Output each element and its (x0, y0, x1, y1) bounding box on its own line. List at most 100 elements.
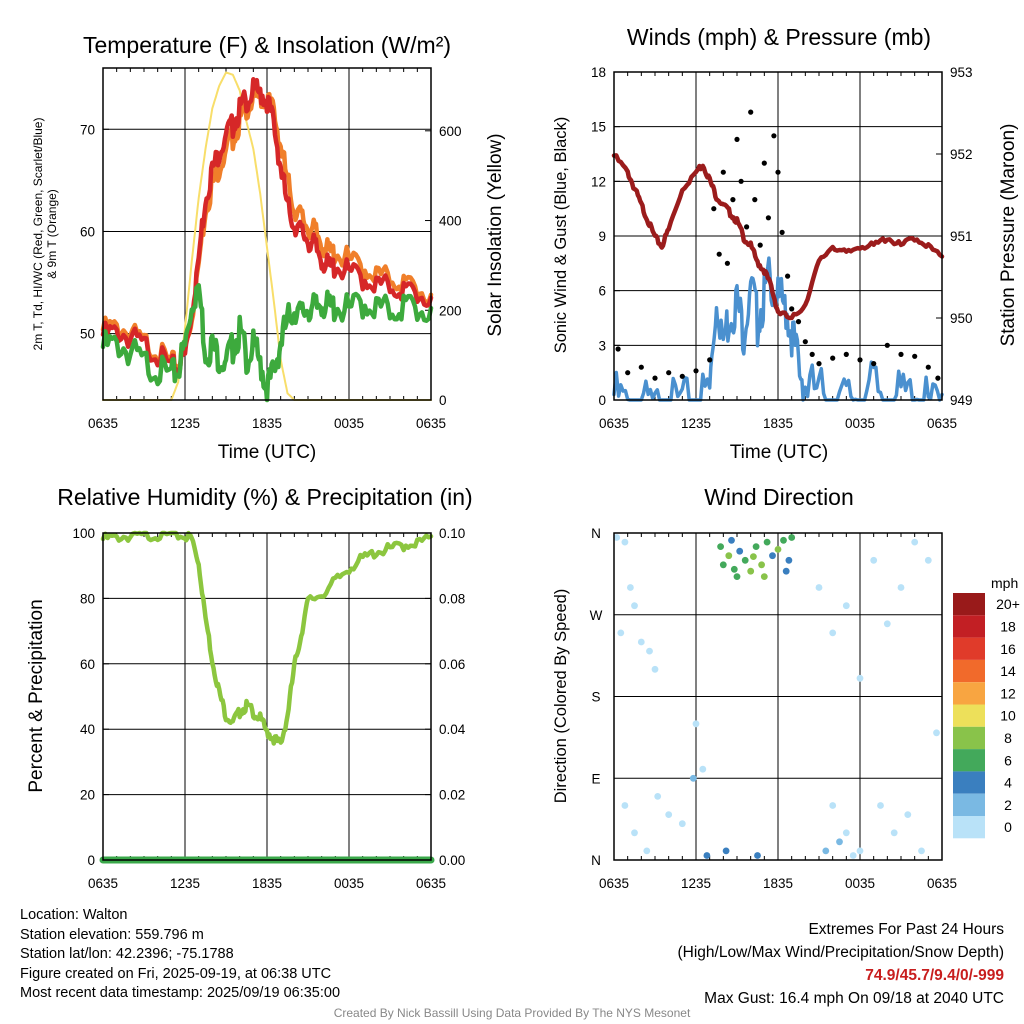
gust-point (898, 351, 904, 357)
humidity-x-tick-label: 1835 (252, 876, 282, 891)
gust-point (771, 133, 777, 139)
direction-point (785, 556, 793, 564)
humidity-y-tick-label: 80 (80, 591, 95, 606)
direction-point (617, 629, 625, 637)
winds-y-tick-label: 3 (598, 338, 606, 353)
direction-point (703, 852, 711, 859)
humidity-x-tick-label: 0635 (416, 876, 446, 891)
winds-xlabel: Time (UTC) (730, 442, 829, 463)
figure-created: Figure created on Fri, 2025-09-19, at 06… (20, 965, 332, 982)
direction-y-tick-label: E (591, 771, 600, 786)
precip-y-tick-label: 0.10 (439, 526, 465, 541)
colorbar-label: 16 (1000, 641, 1016, 657)
colorbar-label: 14 (1000, 663, 1016, 679)
humidity-border (102, 532, 432, 861)
direction-point (747, 567, 755, 575)
colorbar-swatch (953, 637, 985, 660)
insolation-y-tick-label: 400 (439, 214, 462, 229)
direction-point (815, 584, 823, 591)
gust-point (775, 169, 781, 175)
direction-point (870, 556, 878, 564)
direction-panel: Wind Direction 0635 1235 1835 0035 0635 N E S W N… (552, 484, 1020, 891)
gust-point (757, 242, 763, 248)
precip-y-tick-label: 0.06 (439, 657, 465, 672)
winds-panel: Winds (mph) & Pressure (mb) 0635 1235 1835… (552, 24, 1019, 463)
direction-point (736, 547, 744, 555)
gust-point (765, 215, 772, 221)
direction-title: Wind Direction (704, 484, 854, 510)
gust-point (935, 375, 941, 381)
temp-x-tick-label: 0035 (334, 416, 364, 431)
temperature-ylabel-line2: & 9m T (Orange) (45, 189, 59, 279)
winds-plot-area: 0635 1235 1835 0035 0635 0 3 6 9 12 15 18 949 950 951 9… (591, 65, 973, 431)
direction-point (733, 573, 741, 580)
direction-point (699, 765, 707, 773)
direction-point (763, 538, 771, 546)
colorbar-swatch (953, 749, 985, 772)
colorbar-swatch (953, 682, 985, 705)
direction-point (856, 674, 864, 682)
precip-y-tick-label: 0.08 (439, 591, 465, 606)
direction-point (643, 847, 651, 855)
gust-point (711, 206, 717, 212)
temp-y-tick-label: 60 (80, 224, 95, 239)
winds-ylabel: Sonic Wind & Gust (Blue, Black) (552, 117, 570, 354)
direction-point (651, 665, 659, 673)
winds-y-tick-label: 0 (598, 393, 606, 408)
gust-point (802, 339, 808, 345)
colorbar: 20+ 18 16 14 12 10 8 6 4 2 0 (953, 593, 1020, 839)
dewpoint-line (100, 283, 434, 403)
insolation-y-tick-label: 600 (439, 124, 462, 139)
direction-point (637, 638, 645, 646)
direction-point (730, 565, 738, 573)
winds-title: Winds (mph) & Pressure (mb) (627, 24, 931, 50)
pressure-ylabel: Station Pressure (Maroon) (998, 124, 1019, 347)
colorbar-label: 4 (1004, 775, 1012, 791)
direction-point (692, 720, 700, 728)
humidity-x-tick-label: 1235 (170, 876, 200, 891)
direction-point (836, 838, 843, 846)
temperature-panel: Temperature (F) & Insolation (W/m²) 0635… (31, 32, 506, 463)
gust-point (795, 319, 802, 325)
pressure-y-tick-label: 953 (950, 65, 973, 80)
winds-y-tick-label: 15 (591, 120, 606, 135)
direction-point (911, 538, 919, 546)
pressure-y-tick-label: 952 (950, 147, 973, 162)
direction-point (741, 556, 749, 564)
temp-y-tick-label: 70 (80, 122, 95, 137)
direction-point (856, 847, 864, 855)
direction-point (904, 811, 912, 818)
colorbar-swatch (953, 771, 985, 794)
insolation-y-tick-label: 0 (439, 393, 447, 408)
direction-point (849, 852, 857, 859)
direction-point (621, 538, 629, 546)
direction-point (689, 774, 697, 782)
direction-y-tick-label: N (591, 526, 601, 541)
direction-point (829, 802, 837, 809)
max-gust: Max Gust: 16.4 mph On 09/18 at 2040 UTC (704, 990, 1004, 1007)
temp-x-tick-label: 0635 (88, 416, 118, 431)
direction-point (678, 820, 686, 828)
colorbar-swatch (953, 704, 985, 727)
extremes-values: 74.9/45.7/9.4/0/-999 (865, 967, 1004, 984)
direction-y-tick-label: N (591, 853, 601, 868)
humidity-y-tick-label: 20 (80, 788, 95, 803)
gust-point (912, 353, 918, 359)
gust-point (761, 160, 767, 166)
winds-y-tick-label: 9 (598, 229, 606, 244)
colorbar-swatch (953, 659, 985, 683)
temp-border (102, 67, 432, 401)
extremes-legend: (High/Low/Max Wind/Precipitation/Snow De… (677, 944, 1005, 961)
gust-point (871, 361, 877, 367)
direction-x-tick-label: 1235 (681, 876, 711, 891)
temperature-xlabel: Time (UTC) (218, 442, 317, 463)
gust-point (693, 368, 699, 374)
direction-point (877, 802, 884, 809)
station-elevation: Station elevation: 559.796 m (20, 926, 204, 943)
gust-point (652, 375, 658, 381)
direction-point (760, 573, 768, 580)
winds-x-tick-label: 0635 (599, 416, 629, 431)
colorbar-swatch (953, 816, 985, 839)
precip-y-tick-label: 0.00 (439, 853, 465, 868)
